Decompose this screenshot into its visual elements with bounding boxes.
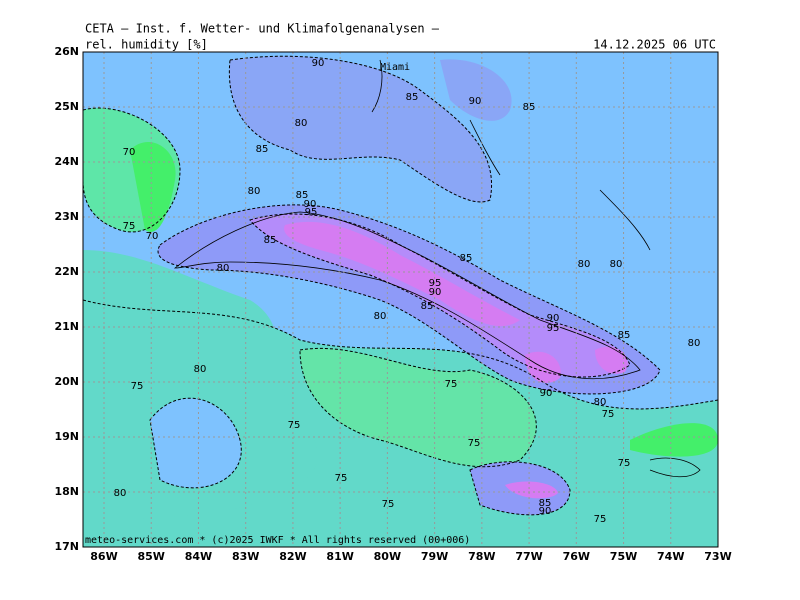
place-label: Miami	[380, 62, 410, 73]
contour-label: 75	[288, 420, 301, 431]
contour-label: 75	[123, 221, 136, 232]
contour-label: 85	[539, 498, 552, 509]
valid-time: 14.12.2025 06 UTC	[593, 38, 716, 52]
contour-label: 80	[688, 338, 701, 349]
lat-label: 24N	[54, 155, 79, 168]
lat-label: 18N	[54, 485, 79, 498]
lat-label: 25N	[54, 100, 79, 113]
contour-label: 75	[335, 473, 348, 484]
contour-label: 75	[445, 379, 458, 390]
contour-label: 90	[539, 506, 552, 517]
contour-label: 90	[312, 58, 325, 69]
contour-label: 85	[296, 190, 309, 201]
contour-label: 85	[406, 92, 419, 103]
contour-label: 80	[295, 118, 308, 129]
contour-label: 75	[131, 381, 144, 392]
contour-label: 90	[540, 388, 553, 399]
contour-label: 90	[429, 287, 442, 298]
contour-label: 80	[594, 397, 607, 408]
map-frame	[82, 51, 719, 548]
lon-label: 75W	[610, 550, 637, 563]
contour-label: 85	[421, 301, 434, 312]
lat-label: 19N	[54, 430, 79, 443]
contour-label: 85	[618, 330, 631, 341]
contour-label: 80	[217, 263, 230, 274]
contour-label: 75	[468, 438, 481, 449]
lon-label: 81W	[326, 550, 353, 563]
contour-label: 85	[523, 102, 536, 113]
graticule	[83, 52, 718, 547]
lat-label: 20N	[54, 375, 79, 388]
contour-label: 75	[602, 409, 615, 420]
contour-label: 85	[264, 235, 277, 246]
contour-label: 80	[578, 259, 591, 270]
contour-label: 80	[194, 364, 207, 375]
lat-label: 26N	[54, 45, 79, 58]
lon-label: 83W	[232, 550, 259, 563]
lat-label: 17N	[54, 540, 79, 553]
lon-label: 86W	[90, 550, 117, 563]
lon-label: 80W	[374, 550, 401, 563]
header-title: CETA — Inst. f. Wetter- und Klimafolgena…	[85, 22, 440, 36]
lon-label: 77W	[515, 550, 542, 563]
contour-label: 80	[248, 186, 261, 197]
field-name: rel. humidity [%]	[85, 38, 208, 52]
lon-label: 78W	[468, 550, 495, 563]
lon-label: 76W	[563, 550, 590, 563]
contour-label: 80	[610, 259, 623, 270]
contour-label: 95	[547, 323, 560, 334]
contour-label: 90	[547, 313, 560, 324]
contour-label: 70	[123, 147, 136, 158]
contour-label: 75	[382, 499, 395, 510]
contour-label: 70	[146, 231, 159, 242]
lon-label: 85W	[138, 550, 165, 563]
contour-label: 90	[469, 96, 482, 107]
contour-label: 85	[256, 144, 269, 155]
contour-label: 90	[304, 199, 317, 210]
lat-label: 22N	[54, 265, 79, 278]
lon-label: 79W	[421, 550, 448, 563]
lon-label: 73W	[704, 550, 731, 563]
lon-label: 74W	[657, 550, 684, 563]
contour-label: 95	[429, 278, 442, 289]
lat-label: 23N	[54, 210, 79, 223]
lon-label: 82W	[279, 550, 306, 563]
lon-label: 84W	[185, 550, 212, 563]
contour-label: 75	[618, 458, 631, 469]
contour-label: 75	[594, 514, 607, 525]
contour-label: 80	[114, 488, 127, 499]
contour-label: 95	[305, 207, 318, 218]
contour-label: 85	[460, 253, 473, 264]
humidity-field	[83, 52, 718, 547]
contour-label: 80	[374, 311, 387, 322]
footer: meteo-services.com * (c)2025 IWKF * All …	[85, 535, 470, 546]
lat-label: 21N	[54, 320, 79, 333]
